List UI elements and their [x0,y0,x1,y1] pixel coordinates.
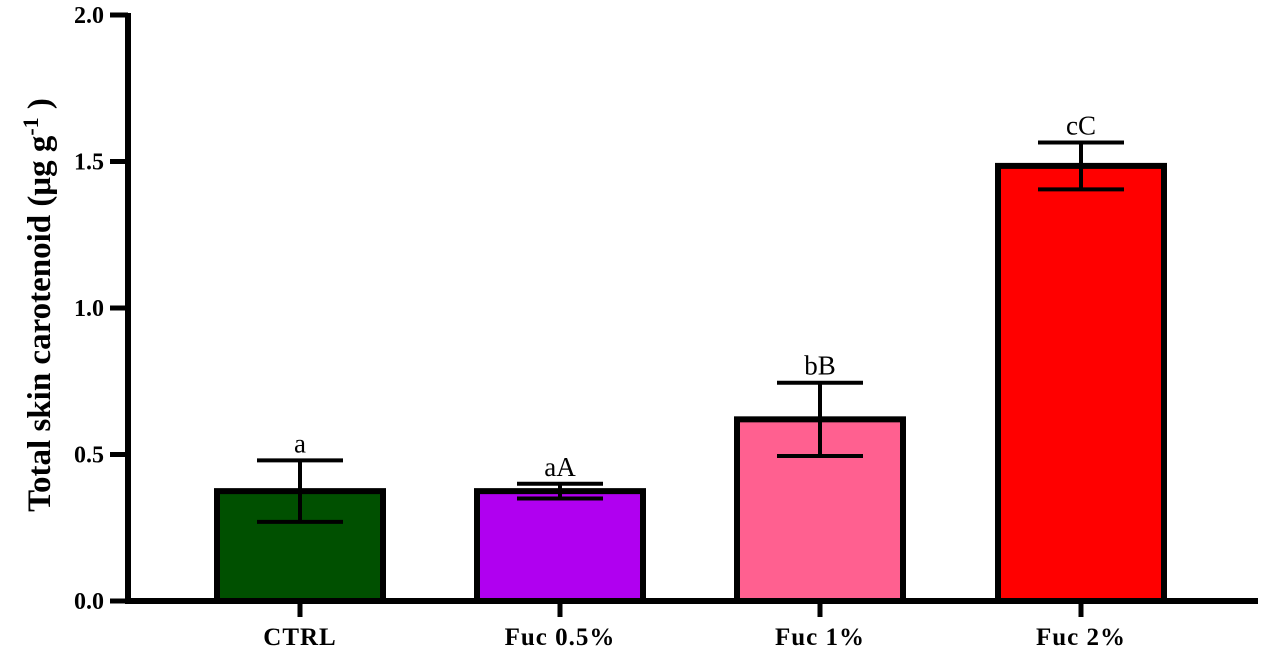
x-category-labels-layer: CTRL Fuc 0.5% Fuc 1% Fuc 2% [263,624,1126,651]
x-category-label: Fuc 1% [775,624,865,651]
error-bar-ctrl [257,458,343,524]
y-tick-label: 0.5 [74,443,104,469]
significance-letter: bB [804,351,836,381]
x-category-label: Fuc 0.5% [505,624,616,651]
y-axis-title: Total skin carotenoid (μg g-1 ) [18,98,58,512]
error-bar-fuc-2- [1038,140,1124,192]
error-bar-fuc-0-5- [517,481,603,501]
y-tick-label: 2.0 [74,3,104,29]
y-tick-label: 1.0 [74,296,104,322]
bar-fuc-2- [995,162,1167,605]
significance-letter: a [294,428,306,458]
y-tick-label: 1.5 [74,150,104,176]
x-category-label: CTRL [263,624,336,651]
x-category-label: Fuc 2% [1036,624,1126,651]
y-axis-label-main: Total skin carotenoid (μg g [22,135,58,512]
bars-layer [214,162,1167,605]
error-bar-fuc-1- [777,380,863,458]
bar-fuc-0-5- [474,488,646,604]
y-axis-label: Total skin carotenoid (μg g-1 ) [18,98,58,512]
significance-letters-layer: a aA bB cC [294,110,1096,481]
y-tick-label: 0.0 [74,589,104,615]
significance-letter: aA [544,452,576,482]
y-ticks-layer: 0.0 0.5 1.0 1.5 2.0 [74,3,1084,617]
y-axis-label-superscript: -1 [18,117,43,135]
significance-letter: cC [1066,110,1096,140]
y-axis-label-close: ) [22,98,58,117]
error-bars-layer [257,140,1124,524]
